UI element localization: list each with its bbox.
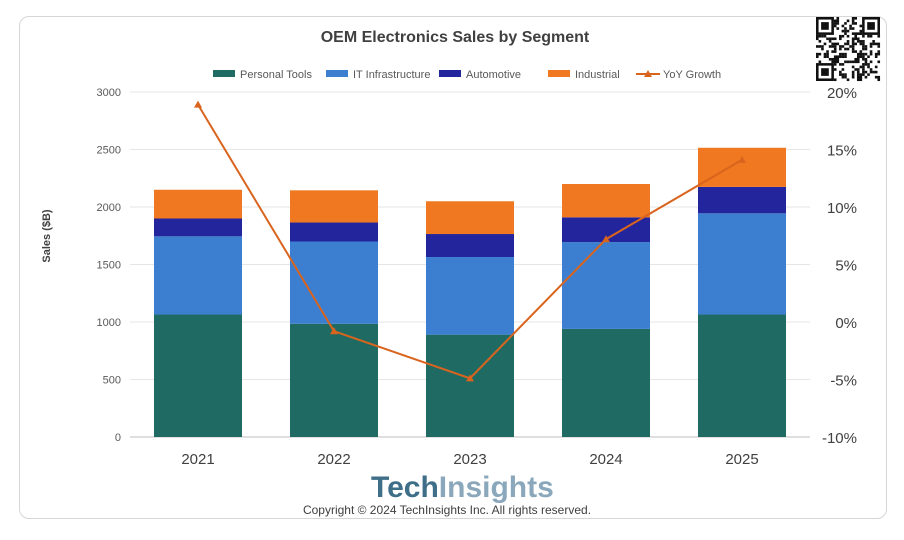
legend-label: Automotive bbox=[466, 69, 521, 81]
y-tick-left: 2000 bbox=[97, 202, 121, 214]
x-tick: 2022 bbox=[317, 451, 350, 468]
yoy-point bbox=[194, 100, 202, 108]
y-tick-right: 15% bbox=[827, 143, 857, 160]
bar-automotive bbox=[426, 234, 514, 258]
bar-personal-tools bbox=[154, 314, 242, 437]
legend-label: YoY Growth bbox=[663, 69, 721, 81]
bar-industrial bbox=[290, 190, 378, 223]
y-tick-left: 2500 bbox=[97, 145, 121, 157]
x-tick: 2024 bbox=[589, 451, 622, 468]
legend-marker bbox=[644, 70, 652, 77]
y-tick-right: -5% bbox=[830, 373, 857, 390]
brand-part1: Tech bbox=[371, 471, 439, 504]
y-tick-left: 1000 bbox=[97, 317, 121, 329]
bar-personal-tools bbox=[290, 323, 378, 437]
bar-it-infrastructure bbox=[698, 213, 786, 315]
legend-label: IT Infrastructure bbox=[353, 69, 430, 81]
bar-automotive bbox=[698, 186, 786, 214]
legend-swatch bbox=[326, 70, 348, 77]
x-axis: 2021 2022 2023 2024 2025 bbox=[181, 451, 758, 468]
bar-industrial bbox=[154, 189, 242, 219]
legend-swatch bbox=[213, 70, 235, 77]
yoy-point bbox=[738, 155, 746, 163]
bar-automotive bbox=[154, 218, 242, 237]
y-tick-right: 5% bbox=[835, 258, 857, 275]
bar-personal-tools bbox=[562, 328, 650, 437]
bar-automotive bbox=[290, 222, 378, 242]
y-tick-right: -10% bbox=[822, 430, 857, 447]
legend-swatch bbox=[548, 70, 570, 77]
bar-personal-tools bbox=[698, 314, 786, 437]
bar-it-infrastructure bbox=[426, 257, 514, 335]
y-tick-right: 20% bbox=[827, 85, 857, 102]
copyright: Copyright © 2024 TechInsights Inc. All r… bbox=[303, 503, 591, 517]
bar-it-infrastructure bbox=[290, 241, 378, 324]
bars bbox=[154, 147, 786, 437]
x-tick: 2023 bbox=[453, 451, 486, 468]
y-axis-left: 0 500 1000 1500 2000 2500 3000 bbox=[97, 87, 121, 444]
x-tick: 2025 bbox=[725, 451, 758, 468]
qr-code-icon bbox=[816, 17, 881, 82]
y-tick-left: 1500 bbox=[97, 260, 121, 272]
x-tick: 2021 bbox=[181, 451, 214, 468]
y-tick-left: 3000 bbox=[97, 87, 121, 99]
bar-industrial bbox=[426, 201, 514, 235]
brand-logo: TechInsights bbox=[371, 471, 554, 504]
y-tick-right: 0% bbox=[835, 315, 857, 332]
legend-label: Industrial bbox=[575, 69, 620, 81]
y-tick-left: 500 bbox=[103, 375, 121, 387]
legend-label: Personal Tools bbox=[240, 69, 312, 81]
yoy-line bbox=[194, 100, 746, 382]
legend: Personal Tools IT Infrastructure Automotiv… bbox=[213, 69, 721, 81]
y-tick-left: 0 bbox=[115, 432, 121, 444]
bar-personal-tools bbox=[426, 334, 514, 437]
bar-it-infrastructure bbox=[154, 236, 242, 315]
brand-part2: Insights bbox=[439, 471, 554, 504]
bar-industrial bbox=[698, 147, 786, 187]
yoy-point bbox=[466, 374, 474, 382]
bar-it-infrastructure bbox=[562, 242, 650, 329]
bar-industrial bbox=[562, 184, 650, 218]
legend-swatch bbox=[439, 70, 461, 77]
chart-title: OEM Electronics Sales by Segment bbox=[321, 29, 590, 46]
y-axis-right: -10% -5% 0% 5% 10% 15% 20% bbox=[822, 85, 857, 447]
yoy-point bbox=[602, 235, 610, 243]
y-axis-label: Sales ($B) bbox=[41, 209, 53, 263]
y-tick-right: 10% bbox=[827, 200, 857, 217]
yoy-point bbox=[330, 327, 338, 335]
